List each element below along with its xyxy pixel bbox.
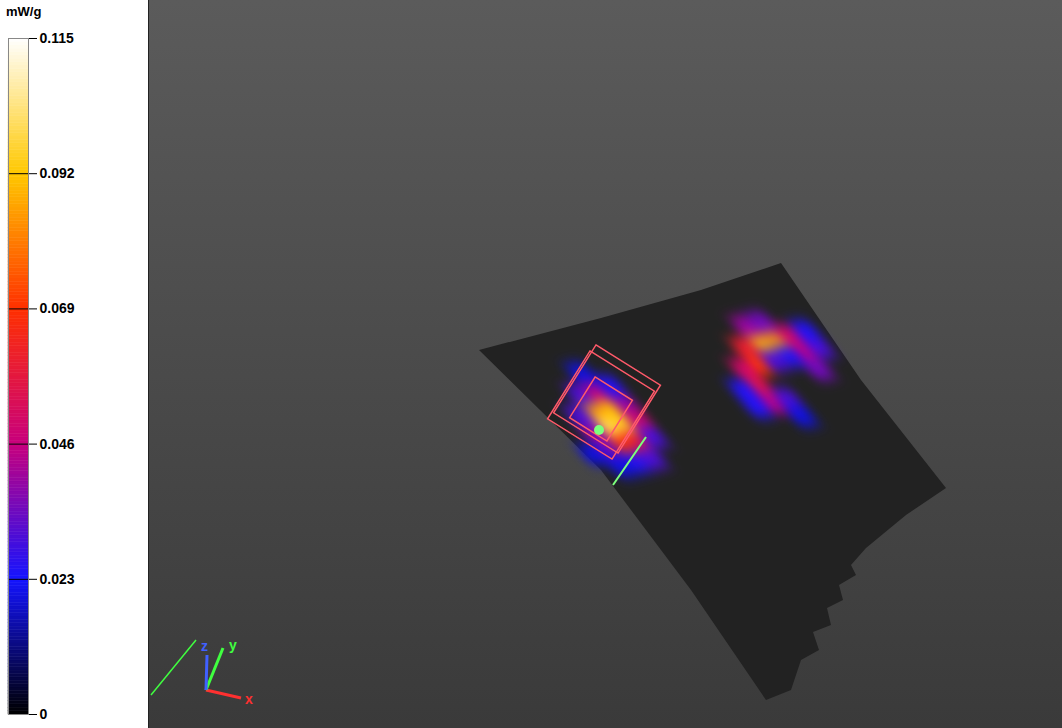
svg-text:0.092: 0.092 xyxy=(40,165,75,181)
svg-text:0.069: 0.069 xyxy=(40,300,75,316)
svg-text:0.115: 0.115 xyxy=(40,30,74,46)
svg-text:y: y xyxy=(229,637,237,653)
svg-text:z: z xyxy=(201,638,208,654)
svg-text:0.046: 0.046 xyxy=(40,436,75,452)
svg-text:0.023: 0.023 xyxy=(40,571,75,587)
html-text:mW/g: mW/g xyxy=(6,4,42,19)
svg-text:0: 0 xyxy=(40,706,48,722)
svg-text:x: x xyxy=(245,691,253,707)
